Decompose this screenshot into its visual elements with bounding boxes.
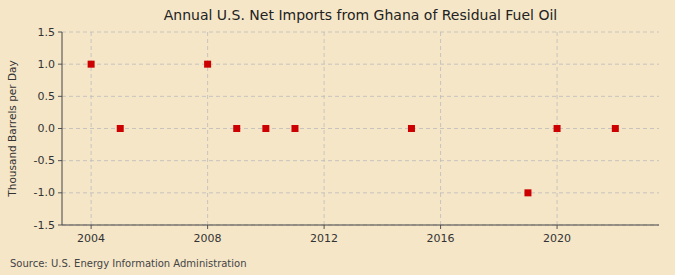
- point: [117, 125, 124, 132]
- x-tick-label: 2008: [194, 232, 222, 245]
- y-tick-label: 0.5: [38, 90, 56, 103]
- y-tick-label: 0.0: [38, 122, 56, 135]
- x-tick-label: 2020: [543, 232, 571, 245]
- x-tick: [91, 225, 92, 229]
- point: [262, 125, 269, 132]
- points: [88, 61, 619, 197]
- point: [524, 189, 531, 196]
- y-grid-line: [62, 192, 659, 193]
- page: {"chart_data": { "type": "scatter", "tit…: [0, 0, 675, 275]
- title: Annual U.S. Net Imports from Ghana of Re…: [164, 7, 558, 23]
- chart-container: -1.5 -1.0 -0.5 0.0 0.5 1.0 1.5 2004 2008 2012 2016…: [0, 0, 675, 275]
- grid: [62, 32, 659, 225]
- x-grid-line: [324, 32, 325, 225]
- x-tick: [324, 225, 325, 229]
- x-tick-label: 2012: [310, 232, 338, 245]
- axes: -1.5 -1.0 -0.5 0.0 0.5 1.0 1.5 2004 2008 2012 2016…: [34, 26, 659, 246]
- y-tick: [58, 225, 62, 226]
- x-tick-label: 2016: [427, 232, 455, 245]
- x-tick: [440, 225, 441, 229]
- y-axis-line: [62, 32, 63, 225]
- y-grid-line: [62, 64, 659, 65]
- y-axis-label: Thousand Barrels per Day: [6, 60, 18, 197]
- point: [408, 125, 415, 132]
- y-tick-label: -1.0: [34, 186, 55, 199]
- point: [612, 125, 619, 132]
- y-tick-label: 1.5: [38, 26, 56, 39]
- point: [233, 125, 240, 132]
- point: [88, 61, 95, 68]
- y-tick-label: -0.5: [34, 154, 55, 167]
- y-tick-label: -1.5: [34, 219, 55, 232]
- point: [204, 61, 211, 68]
- y-grid-line: [62, 128, 659, 129]
- y-tick: [58, 96, 62, 97]
- y-grid-line: [62, 32, 659, 33]
- source-note: Source: U.S. Energy Information Administ…: [10, 258, 247, 269]
- y-tick: [58, 32, 62, 33]
- x-tick: [207, 225, 208, 229]
- y-tick: [58, 64, 62, 65]
- chart-svg: -1.5 -1.0 -0.5 0.0 0.5 1.0 1.5 2004 2008 2012 2016…: [0, 0, 675, 275]
- x-grid-line: [440, 32, 441, 225]
- point: [291, 125, 298, 132]
- y-tick: [58, 128, 62, 129]
- y-tick: [58, 192, 62, 193]
- y-grid-line: [62, 160, 659, 161]
- x-tick-label: 2004: [77, 232, 105, 245]
- x-axis-line: [62, 224, 659, 225]
- y-tick: [58, 160, 62, 161]
- y-grid-line: [62, 225, 659, 226]
- y-tick-label: 1.0: [38, 58, 56, 71]
- point: [554, 125, 561, 132]
- background: [0, 0, 675, 275]
- x-tick: [557, 225, 558, 229]
- y-grid-line: [62, 96, 659, 97]
